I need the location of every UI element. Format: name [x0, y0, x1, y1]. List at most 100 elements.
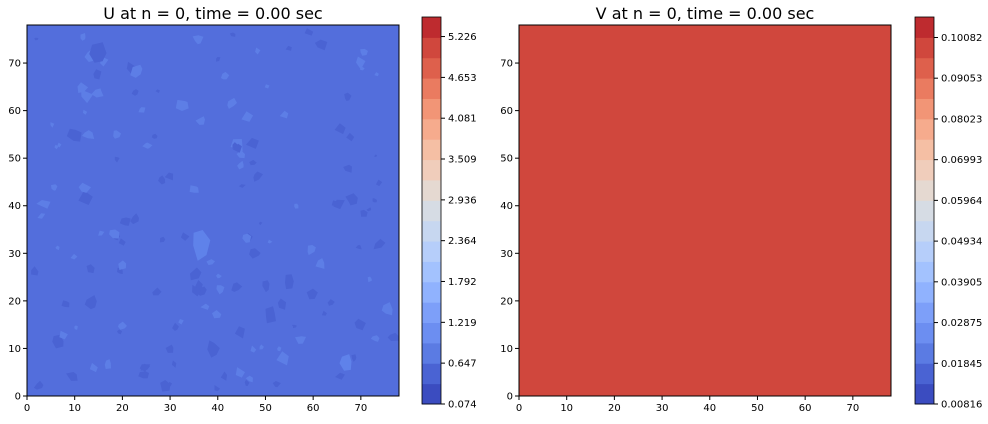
contour-blob [262, 280, 270, 293]
colorbar-band [915, 159, 934, 181]
colorbar-tick-label: 1.219 [448, 318, 477, 329]
contour-blob [277, 346, 282, 352]
contour-blob [294, 203, 299, 209]
contour-blob [178, 319, 184, 325]
contour-blob [235, 367, 245, 378]
contour-blob [334, 123, 346, 135]
y-tick-label: 10 [500, 344, 513, 355]
colorbar-band [915, 118, 934, 140]
contour-blob [356, 56, 366, 70]
y-tick-label: 40 [500, 201, 513, 212]
y-tick-label: 0 [15, 392, 21, 403]
contour-blob [118, 260, 127, 270]
contour-blob [335, 372, 345, 380]
contour-blob [249, 248, 261, 259]
contour-blob [216, 285, 225, 295]
contour-blob [285, 45, 292, 51]
contour-blob [306, 288, 318, 300]
x-tick-label: 0 [24, 403, 30, 414]
contour-blob [93, 69, 102, 80]
contour-blob [52, 334, 64, 349]
contour-blob [152, 287, 162, 296]
contour-blob [168, 381, 172, 387]
contour-blob [258, 221, 263, 226]
x-tick-label: 10 [560, 403, 573, 414]
contour-blob [74, 325, 78, 330]
contour-blob [231, 282, 243, 292]
contour-blob [189, 185, 199, 193]
contour-blob [331, 200, 339, 207]
y-tick-label: 30 [8, 249, 21, 260]
contour-blob [216, 57, 221, 62]
contour-blob [118, 238, 126, 246]
contour-blob [151, 133, 158, 139]
y-tick-label: 60 [8, 106, 21, 117]
contour-blob [374, 154, 378, 157]
y-tick-label: 60 [500, 106, 513, 117]
contour-blob [351, 354, 357, 362]
colorbar-tick-label: 1.792 [448, 277, 477, 288]
chart-title-u: U at n = 0, time = 0.00 sec [103, 4, 322, 23]
contour-blob [82, 109, 88, 115]
contour-blob [387, 332, 399, 341]
contour-blob [89, 42, 107, 63]
contour-blob [158, 175, 166, 185]
colorbar-tick-label: 2.936 [448, 195, 477, 206]
contour-blob [237, 160, 244, 170]
contour-blob [214, 385, 220, 392]
contour-blob [227, 97, 237, 109]
colorbar-band [915, 220, 934, 242]
chart-title-v: V at n = 0, time = 0.00 sec [596, 4, 815, 23]
contour-blob [130, 213, 139, 225]
contour-blob [34, 37, 39, 41]
contour-blob [175, 99, 189, 111]
colorbar-band [915, 17, 934, 38]
contour-blob [276, 351, 289, 366]
y-tick-label: 10 [8, 344, 21, 355]
colorbar-tick-label: 0.06993 [941, 155, 982, 166]
contour-blob [172, 322, 179, 331]
contour-blob [250, 345, 257, 353]
contour-blob [381, 302, 393, 316]
contour-blob [234, 326, 245, 339]
contour-blob [346, 132, 355, 142]
contour-blob [86, 264, 95, 274]
x-tick-label: 70 [846, 403, 859, 414]
contour-blob [376, 179, 383, 187]
contour-blob [314, 39, 328, 51]
contour-blob [344, 92, 352, 101]
contour-blob [77, 82, 89, 93]
colorbar-tick-label: 0.00816 [941, 400, 982, 411]
contour-blob [216, 273, 222, 279]
contour-blob [236, 150, 245, 159]
colorbar-band [422, 200, 441, 222]
contour-blob [130, 64, 143, 78]
contour-blob [164, 172, 174, 181]
colorbar-band [915, 78, 934, 99]
colorbar-band [915, 302, 934, 324]
contour-field-u [27, 25, 399, 396]
contour-blob [242, 233, 252, 243]
contour-blob [31, 266, 39, 276]
contour-blob [36, 200, 51, 209]
contour-blob [355, 244, 362, 250]
contour-blob [272, 381, 281, 388]
contour-blob [142, 142, 153, 149]
colorbar-band [915, 241, 934, 262]
contour-blob [267, 239, 273, 244]
colorbar-tick-label: 5.226 [448, 32, 477, 43]
x-tick-label: 0 [516, 403, 522, 414]
colorbar-band [915, 37, 934, 59]
contour-blob [82, 130, 95, 139]
contour-blob [98, 230, 105, 236]
contour-blob [277, 298, 287, 310]
contour-blob [304, 28, 314, 36]
contour-blob [84, 295, 97, 310]
contour-blob [367, 276, 372, 283]
colorbar-band [422, 57, 441, 79]
contour-blob [61, 300, 70, 308]
contour-blob [33, 380, 44, 390]
contour-blob [138, 107, 146, 113]
contour-blob [253, 171, 263, 182]
colorbar-tick-label: 0.05964 [941, 196, 982, 207]
